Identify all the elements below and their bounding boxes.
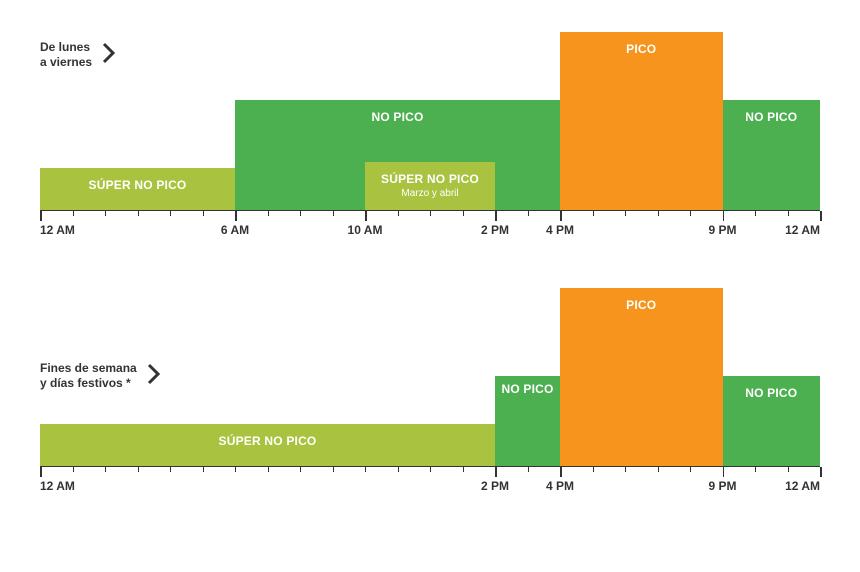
tick-minor <box>690 211 691 216</box>
x-axis: 12 AM 6 AM 10 AM 2 PM 4 PM 9 PM 12 AM <box>40 210 820 238</box>
chart-weekend: Fines de semana y días festivos *SÚPER N… <box>40 286 820 494</box>
tick-major <box>495 467 497 477</box>
tick-minor <box>625 467 626 472</box>
tick-major <box>560 211 562 221</box>
tick-minor <box>528 467 529 472</box>
tick-minor <box>268 467 269 472</box>
tick-minor <box>690 467 691 472</box>
tick-minor <box>430 211 431 216</box>
tick-label: 9 PM <box>708 223 736 237</box>
bar-segment: NO PICO <box>495 376 560 466</box>
x-axis: 12 AM 2 PM 4 PM 9 PM 12 AM <box>40 466 820 494</box>
tick-minor <box>300 467 301 472</box>
tick-major <box>820 467 822 477</box>
bar-label: NO PICO <box>745 110 797 124</box>
tick-label: 12 AM <box>40 223 75 237</box>
tick-minor <box>528 211 529 216</box>
tick-minor <box>398 467 399 472</box>
tick-minor <box>333 211 334 216</box>
tick-minor <box>105 211 106 216</box>
tick-minor <box>625 211 626 216</box>
tick-label: 2 PM <box>481 223 509 237</box>
bar-label: NO PICO <box>745 386 797 400</box>
tick-label: 12 AM <box>40 479 75 493</box>
tick-major <box>365 211 367 221</box>
bar-label: NO PICO <box>501 382 553 396</box>
tick-major <box>40 211 42 221</box>
tick-minor <box>755 211 756 216</box>
bar-label: SÚPER NO PICO <box>381 172 479 186</box>
tick-minor <box>788 211 789 216</box>
tick-label: 4 PM <box>546 223 574 237</box>
tick-minor <box>398 211 399 216</box>
tick-label: 6 AM <box>221 223 249 237</box>
tick-minor <box>235 467 236 472</box>
bar-segment: SÚPER NO PICO <box>40 168 235 210</box>
tick-minor <box>170 211 171 216</box>
tick-minor <box>755 467 756 472</box>
bar-segment: PICO <box>560 288 723 466</box>
tick-label: 9 PM <box>708 479 736 493</box>
bar-sublabel: Marzo y abril <box>401 188 458 199</box>
bar-segment: PICO <box>560 32 723 210</box>
tick-minor <box>268 211 269 216</box>
tick-minor <box>203 211 204 216</box>
tick-minor <box>138 211 139 216</box>
plot-area: SÚPER NO PICO NO PICO PICO NO PICO <box>40 286 820 466</box>
bar-segment: SÚPER NO PICO Marzo y abril <box>365 162 495 210</box>
bar-label: PICO <box>626 298 656 312</box>
tick-minor <box>300 211 301 216</box>
tick-minor <box>73 211 74 216</box>
bar-label: PICO <box>626 42 656 56</box>
tick-minor <box>430 467 431 472</box>
tick-major <box>235 211 237 221</box>
tick-major <box>560 467 562 477</box>
tick-label: 10 AM <box>348 223 383 237</box>
bar-label: SÚPER NO PICO <box>219 434 317 448</box>
tick-minor <box>658 467 659 472</box>
tick-major <box>723 211 725 221</box>
tick-major <box>40 467 42 477</box>
chart-weekday: De lunes a viernesSÚPER NO PICONO PICOSÚ… <box>40 30 820 238</box>
tick-minor <box>788 467 789 472</box>
bar-label: SÚPER NO PICO <box>89 178 187 192</box>
bar-segment: SÚPER NO PICO <box>40 424 495 466</box>
tick-major <box>723 467 725 477</box>
tick-minor <box>73 467 74 472</box>
tick-minor <box>138 467 139 472</box>
bar-segment: NO PICO <box>723 376 821 466</box>
tick-minor <box>593 467 594 472</box>
tick-minor <box>463 467 464 472</box>
tick-label: 12 AM <box>785 223 820 237</box>
bar-label: NO PICO <box>371 110 423 124</box>
tick-minor <box>593 211 594 216</box>
bar-segment: NO PICO <box>723 100 821 210</box>
tick-minor <box>463 211 464 216</box>
tick-major <box>495 211 497 221</box>
tick-minor <box>333 467 334 472</box>
tick-major <box>820 211 822 221</box>
tick-label: 4 PM <box>546 479 574 493</box>
tick-label: 2 PM <box>481 479 509 493</box>
tick-minor <box>203 467 204 472</box>
tick-minor <box>105 467 106 472</box>
tick-minor <box>658 211 659 216</box>
tick-minor <box>365 467 366 472</box>
tick-minor <box>170 467 171 472</box>
tick-label: 12 AM <box>785 479 820 493</box>
plot-area: SÚPER NO PICO NO PICO SÚPER NO PICO Marzo y… <box>40 30 820 210</box>
